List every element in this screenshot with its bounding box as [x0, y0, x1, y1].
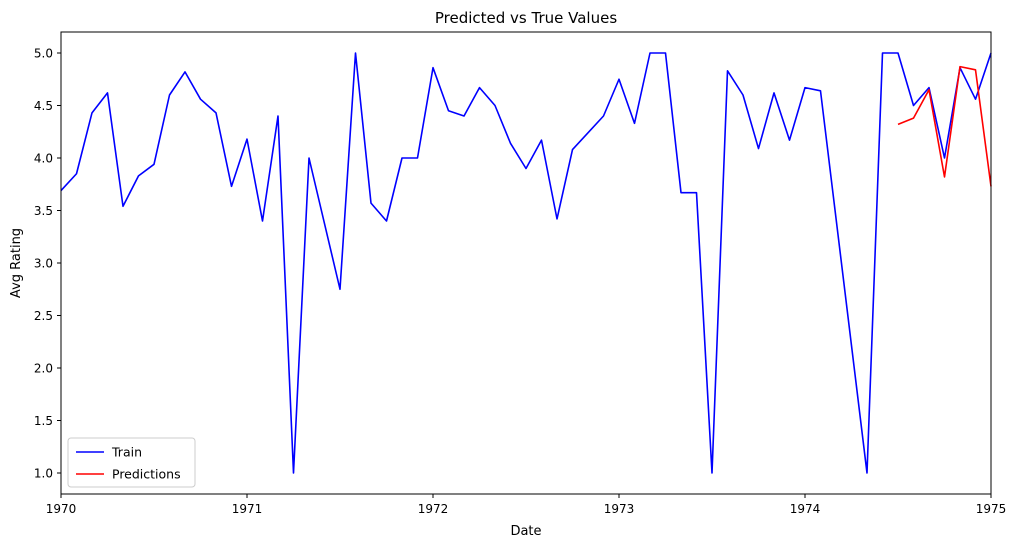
series-line-train: [60, 52, 992, 474]
x-tick-label: 1971: [232, 502, 263, 516]
x-tick-label: 1970: [46, 502, 77, 516]
legend-label-predictions: Predictions: [112, 467, 181, 482]
y-tick-label: 4.0: [34, 152, 53, 166]
legend: Train Predictions: [67, 437, 196, 488]
y-tick-label: 1.0: [34, 467, 53, 481]
y-tick-label: 1.5: [34, 414, 53, 428]
y-tick-label: 3.0: [34, 257, 53, 271]
x-tick-label: 1974: [790, 502, 821, 516]
x-tick-label: 1973: [604, 502, 635, 516]
legend-label-train: Train: [111, 445, 142, 460]
x-axis-label: Date: [510, 524, 541, 539]
y-tick-label: 2.0: [34, 362, 53, 376]
plot-area: 1970 1971 1972 1973 1974 1975 1.0 1.5 2.0 2.5 3.0 3…: [34, 31, 1007, 516]
plot-frame: [60, 31, 992, 495]
y-tick-label: 5.0: [34, 47, 53, 61]
y-tick-label: 2.5: [34, 309, 53, 323]
y-tick-label: 3.5: [34, 204, 53, 218]
series-line-predictions: [897, 65, 992, 187]
y-axis-label: Avg Rating: [9, 228, 24, 298]
x-tick-label: 1972: [418, 502, 449, 516]
x-tick-label: 1975: [976, 502, 1007, 516]
chart-title: Predicted vs True Values: [435, 9, 617, 27]
y-tick-label: 4.5: [34, 99, 53, 113]
